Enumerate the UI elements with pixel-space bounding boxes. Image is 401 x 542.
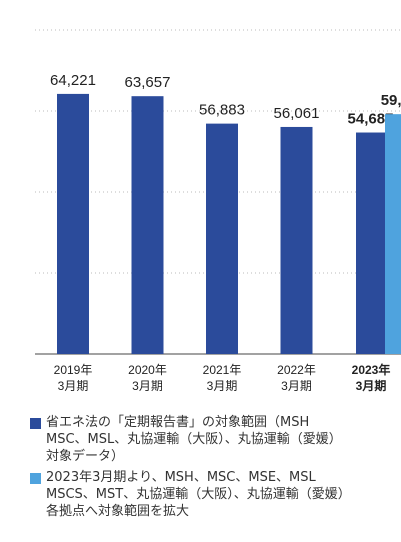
x-tick-label: 3月期 (207, 379, 238, 393)
legend-item: 2023年3月期より、MSH、MSC、MSE、MSL MSCS、MST、丸協運輸… (30, 469, 401, 520)
value-label: 56,883 (199, 102, 245, 119)
legend-label: 2023年3月期より、MSH、MSC、MSE、MSL MSCS、MST、丸協運輸… (46, 470, 351, 519)
x-tick-label: 3月期 (356, 378, 387, 393)
bar (385, 114, 401, 354)
bar (356, 132, 385, 354)
legend-swatch (30, 473, 41, 484)
x-tick-label: 2020年 (128, 363, 167, 377)
x-tick-label: 2021年 (203, 363, 242, 377)
bar (280, 126, 313, 355)
x-tick-label: 2023年 (352, 362, 391, 377)
x-tick-label: 3月期 (58, 379, 89, 393)
legend-label: 省エネ法の「定期報告書」の対象範囲（MSH MSC、MSL、丸協運輸（大阪）、丸… (46, 415, 342, 464)
legend-swatch (30, 418, 41, 429)
x-tick-label: 2022年 (277, 363, 316, 377)
value-label: 54,687 (348, 111, 394, 128)
x-tick-label: 3月期 (132, 379, 163, 393)
value-label: 56,061 (274, 105, 320, 122)
bar (57, 93, 89, 354)
value-label: 59,22 (381, 92, 401, 109)
value-label: 63,657 (125, 74, 171, 91)
bar (206, 123, 238, 355)
x-tick-label: 3月期 (281, 379, 312, 393)
legend-item: 省エネ法の「定期報告書」の対象範囲（MSH MSC、MSL、丸協運輸（大阪）、丸… (30, 414, 401, 465)
value-label: 64,221 (50, 72, 96, 89)
x-tick-label: 2019年 (54, 363, 93, 377)
chart: 2019年 3月期 64,221 2020年 3月期 63,657 2021年 3月期 56,8… (35, 29, 401, 393)
legend: 省エネ法の「定期報告書」の対象範囲（MSH MSC、MSL、丸協運輸（大阪）、丸… (0, 414, 401, 542)
bar (131, 96, 164, 354)
